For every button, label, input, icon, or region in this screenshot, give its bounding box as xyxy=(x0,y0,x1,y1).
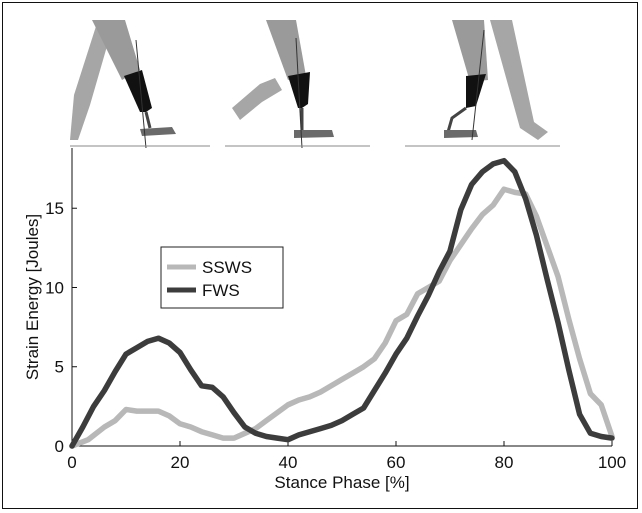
ground-reaction-line xyxy=(471,29,485,141)
x-axis-title: Stance Phase [%] xyxy=(274,473,409,492)
gait-illustration-mid-stance xyxy=(225,20,370,149)
x-tick-label: 60 xyxy=(387,453,406,472)
prosthetic-foot xyxy=(444,130,478,138)
pylon xyxy=(144,111,152,129)
ground-reaction-line xyxy=(295,37,303,149)
thigh xyxy=(92,20,140,80)
series-line-ssws xyxy=(69,186,615,449)
legend-box xyxy=(160,246,284,309)
series-layer xyxy=(69,157,615,449)
figure-frame xyxy=(2,2,638,509)
ground-reaction-line xyxy=(135,39,147,149)
legend-label-fws: FWS xyxy=(202,281,240,300)
series-line-fws xyxy=(69,157,615,449)
pylon xyxy=(446,106,467,133)
socket xyxy=(124,70,152,112)
prosthetic-foot xyxy=(140,127,176,136)
y-tick-label: 10 xyxy=(45,278,64,297)
y-axis-title: Strain Energy [Joules] xyxy=(23,214,42,380)
x-tick-label: 80 xyxy=(495,453,514,472)
y-tick-label: 15 xyxy=(45,199,64,218)
socket xyxy=(466,74,486,108)
legend: SSWS FWS xyxy=(160,246,284,309)
y-tick-label: 0 xyxy=(55,437,64,456)
prosthetic-foot xyxy=(294,130,334,138)
y-tick-label: 5 xyxy=(55,358,64,377)
gait-illustration-push-off xyxy=(405,20,560,147)
axis-ticks: 0 20 40 60 80 100 0 5 10 15 xyxy=(45,199,626,472)
swing-leg xyxy=(232,78,282,120)
leading-leg xyxy=(490,20,548,140)
x-tick-label: 40 xyxy=(279,453,298,472)
x-tick-label: 0 xyxy=(67,453,76,472)
thigh xyxy=(452,20,488,82)
trailing-leg xyxy=(70,20,114,140)
legend-label-ssws: SSWS xyxy=(202,258,252,277)
x-tick-label: 20 xyxy=(171,453,190,472)
gait-illustration-heel-strike xyxy=(70,20,210,149)
thigh xyxy=(266,20,306,80)
x-tick-label: 100 xyxy=(598,453,626,472)
